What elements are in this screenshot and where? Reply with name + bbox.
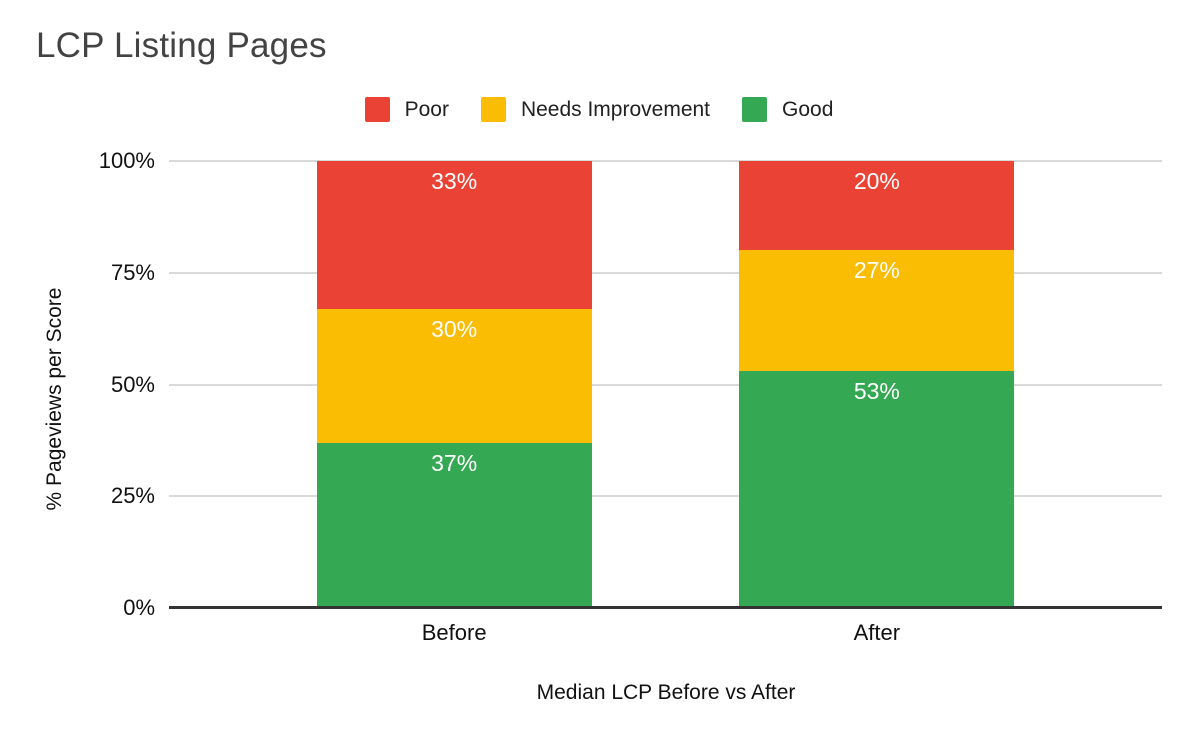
legend-swatch-good [742,97,768,122]
x-axis-line [169,606,1162,609]
gridline-50 [169,383,1162,386]
bar-segment-poor-before: 33% [316,161,592,309]
bar-segment-good-before: 37% [316,442,592,608]
bar-after: 20% 27% 53% [739,161,1015,608]
bar-segment-value: 33% [431,168,478,195]
gridline-100 [169,160,1162,162]
legend: Poor Needs Improvement Good [0,97,1198,122]
bar-segment-value: 30% [431,315,478,342]
gridline-25 [169,495,1162,498]
legend-label: Poor [404,97,449,121]
y-tick-50: 50% [110,371,155,397]
bar-segment-value: 53% [853,378,900,405]
y-tick-0: 0% [123,595,155,620]
legend-item-good: Good [742,97,833,122]
bar-segment-poor-after: 20% [739,161,1015,251]
bar-segment-value: 20% [853,168,900,195]
x-axis-title: Median LCP Before vs After [536,681,796,704]
bar-before: 33% 30% 37% [316,161,592,608]
y-tick-75: 75% [110,259,155,285]
legend-label: Needs Improvement [520,97,711,121]
legend-swatch-poor [364,97,390,122]
bar-segment-value: 27% [853,257,900,284]
y-tick-25: 25% [110,483,155,509]
legend-label: Good [782,97,834,121]
legend-item-needs-improvement: Needs Improvement [480,97,711,122]
bar-segment-needs-improvement-before: 30% [316,308,592,443]
chart-title: LCP Listing Pages [36,26,327,65]
gridline-75 [169,271,1162,274]
legend-item-poor: Poor [364,97,449,122]
y-axis-title: % Pageviews per Score [43,287,66,511]
y-tick-100: 100% [98,148,155,173]
bar-segment-good-after: 53% [739,371,1015,608]
legend-swatch-needs-improvement [480,97,506,122]
bar-segment-value: 37% [431,449,478,476]
x-label-after: After [853,620,901,645]
x-label-before: Before [421,620,487,645]
bar-segment-needs-improvement-after: 27% [739,250,1015,372]
plot-area: 33% 30% 37% 20% 27% 53% [169,160,1162,609]
